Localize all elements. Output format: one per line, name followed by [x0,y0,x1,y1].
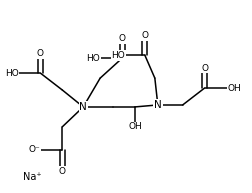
Text: OH: OH [227,84,240,93]
Text: N: N [153,100,161,110]
Text: OH: OH [128,122,141,131]
Text: HO: HO [111,51,124,60]
Text: O: O [37,49,44,58]
Text: N: N [79,102,87,112]
Text: HO: HO [5,69,19,78]
Text: O⁻: O⁻ [29,145,40,154]
Text: O: O [118,34,125,43]
Text: O: O [59,167,66,176]
Text: Na⁺: Na⁺ [22,172,41,182]
Text: HO: HO [86,54,100,63]
Text: O: O [141,31,148,40]
Text: O: O [200,64,207,73]
